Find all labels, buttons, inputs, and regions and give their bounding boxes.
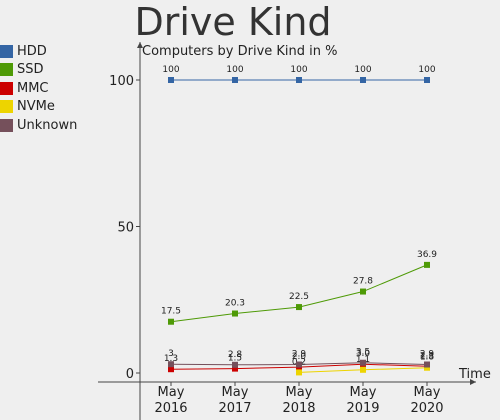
data-label-unknown-4: 2.9 <box>420 350 435 360</box>
data-point-unknown-3 <box>360 359 366 366</box>
data-point-unknown-4 <box>424 361 430 368</box>
legend-label-mmc: MMC <box>17 80 49 96</box>
data-label-unknown-3: 3.5 <box>356 348 370 358</box>
data-point-hdd-2 <box>296 77 302 83</box>
data-label-unknown-2: 2.9 <box>292 350 307 360</box>
legend-swatch-unknown <box>0 118 13 132</box>
data-label-hdd-1: 100 <box>226 65 243 75</box>
data-point-unknown-0 <box>168 361 174 368</box>
data-label-hdd-4: 100 <box>418 65 435 75</box>
legend: HDD SSD MMC NVMe Unknown <box>0 42 77 135</box>
x-axis-arrow <box>470 379 476 385</box>
chart-title: Computers by Drive Kind in % <box>142 44 338 59</box>
legend-item-hdd: HDD <box>0 42 77 60</box>
legend-item-unknown: Unknown <box>0 116 77 134</box>
data-label-hdd-2: 100 <box>290 65 307 75</box>
legend-label-ssd: SSD <box>17 62 44 77</box>
data-point-nvme-3 <box>360 366 366 373</box>
data-point-mmc-0 <box>168 366 174 373</box>
data-point-hdd-0 <box>168 77 174 83</box>
x-tick-label-2: May 2018 <box>282 385 315 416</box>
legend-swatch-ssd <box>0 63 13 76</box>
data-label-ssd-4: 36.9 <box>417 250 437 260</box>
data-label-hdd-0: 100 <box>162 65 179 75</box>
data-label-unknown-0: 3 <box>168 349 174 359</box>
x-tick-label-1: May 2017 <box>218 385 251 416</box>
data-point-ssd-2 <box>296 304 302 311</box>
data-point-ssd-1 <box>232 310 238 317</box>
legend-swatch-hdd <box>0 44 13 58</box>
data-label-unknown-1: 2.8 <box>228 350 243 360</box>
data-point-nvme-2 <box>296 369 302 376</box>
y-tick-label-0: 0 <box>126 367 134 382</box>
y-axis-arrow <box>137 42 143 48</box>
data-point-ssd-3 <box>360 288 366 295</box>
data-label-ssd-2: 22.5 <box>289 292 309 302</box>
y-tick-label-100: 100 <box>109 74 134 89</box>
x-tick-label-4: May 2020 <box>410 385 443 416</box>
data-point-hdd-1 <box>232 77 238 83</box>
data-label-ssd-3: 27.8 <box>353 277 373 287</box>
data-label-ssd-1: 20.3 <box>225 299 245 309</box>
data-point-ssd-4 <box>424 261 430 268</box>
data-point-mmc-1 <box>232 365 238 372</box>
data-label-mmc-2: 2.0 <box>292 352 307 362</box>
x-tick-label-0: May 2016 <box>154 385 187 416</box>
legend-item-ssd: SSD <box>0 61 77 79</box>
data-label-ssd-0: 17.5 <box>161 307 181 317</box>
data-label-mmc-1: 1.5 <box>228 354 242 364</box>
data-point-unknown-2 <box>296 361 302 368</box>
legend-label-unknown: Unknown <box>17 117 78 133</box>
data-label-mmc-0: 1.3 <box>164 354 178 364</box>
data-label-nvme-4: 1.8 <box>420 353 435 363</box>
y-tick-label-50: 50 <box>117 221 134 236</box>
data-label-mmc-3: 3.0 <box>356 349 371 359</box>
legend-item-nvme: NVMe <box>0 98 77 116</box>
data-label-mmc-4: 2.3 <box>420 351 434 361</box>
legend-swatch-mmc <box>0 81 13 95</box>
data-point-nvme-4 <box>424 364 430 371</box>
page-title: Drive Kind <box>134 0 332 44</box>
legend-label-hdd: HDD <box>17 43 47 59</box>
data-point-unknown-1 <box>232 361 238 368</box>
legend-item-mmc: MMC <box>0 79 77 97</box>
legend-swatch-nvme <box>0 100 13 113</box>
data-point-ssd-0 <box>168 318 174 325</box>
data-label-hdd-3: 100 <box>354 65 371 75</box>
data-point-hdd-3 <box>360 77 366 83</box>
data-point-hdd-4 <box>424 77 430 83</box>
legend-label-nvme: NVMe <box>17 99 55 114</box>
x-axis-label: Time <box>458 367 491 382</box>
x-tick-label-3: May 2019 <box>346 385 379 416</box>
